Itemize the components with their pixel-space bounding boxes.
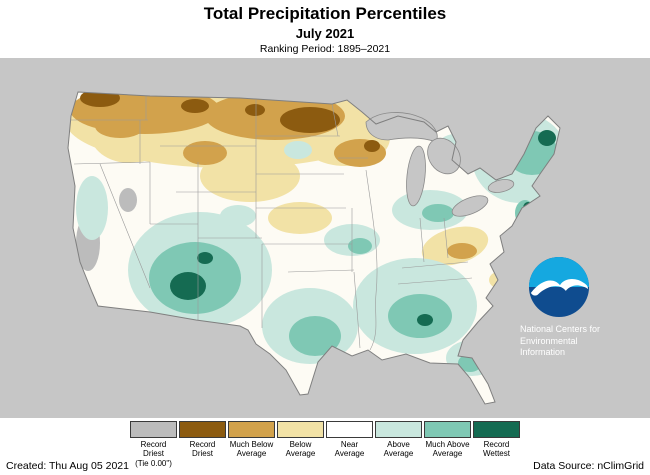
legend-swatch <box>228 421 275 438</box>
legend-label: Below Average <box>285 440 316 459</box>
legend-swatch <box>473 421 520 438</box>
map-title: Total Precipitation Percentiles <box>203 4 447 23</box>
legend-item-near-average: Near Average <box>326 421 373 468</box>
ranking-period: Ranking Period: 1895–2021 <box>259 43 391 55</box>
header: Total Precipitation Percentiles July 202… <box>0 0 650 58</box>
legend-label: Near Average <box>334 440 365 459</box>
noaa-org-line-1: National Centers for <box>520 324 601 334</box>
footer-created: Created: Thu Aug 05 2021 <box>6 460 129 472</box>
legend-item-much-above-average: Much Above Average <box>424 421 471 468</box>
legend-item-record-wettest: Record Wettest <box>473 421 520 468</box>
legend-label: Record Driest (Tie 0.00") <box>135 440 172 468</box>
state-borders <box>70 92 473 351</box>
legend-swatch <box>326 421 373 438</box>
legend-item-above-average: Above Average <box>375 421 422 468</box>
legend-item-record-driest: Record Driest <box>179 421 226 468</box>
us-precipitation-percentile-map <box>67 91 561 405</box>
legend-item-below-average: Below Average <box>277 421 324 468</box>
legend-swatch <box>424 421 471 438</box>
bottom-strip: Record Driest (Tie 0.00") Record Driest … <box>0 418 650 475</box>
legend-label: Much Below Average <box>229 440 274 459</box>
legend: Record Driest (Tie 0.00") Record Driest … <box>0 421 650 468</box>
legend-label: Record Wettest <box>483 440 510 459</box>
map-panel: National Centers for Environmental Infor… <box>0 58 650 418</box>
noaa-logo-icon <box>528 256 590 318</box>
legend-label: Record Driest <box>189 440 216 459</box>
legend-swatch <box>375 421 422 438</box>
legend-swatch <box>179 421 226 438</box>
great-lakes <box>365 112 515 217</box>
noaa-logo-block: National Centers for Environmental Infor… <box>506 256 638 359</box>
footer-data-source: Data Source: nClimGrid <box>533 460 644 472</box>
map-subtitle: July 2021 <box>295 26 355 41</box>
legend-swatch <box>277 421 324 438</box>
noaa-org-line-2: Environmental <box>520 335 578 346</box>
legend-item-much-below-average: Much Below Average <box>228 421 275 468</box>
us-outline-stroke <box>67 91 561 405</box>
legend-swatch <box>130 421 177 438</box>
noaa-org-name: National Centers for Environmental Infor… <box>506 324 638 359</box>
legend-label: Much Above Average <box>425 440 470 459</box>
noaa-org-line-3: Information <box>520 347 566 358</box>
legend-label: Above Average <box>383 440 414 459</box>
legend-item-record-driest-tie: Record Driest (Tie 0.00") <box>130 421 177 468</box>
